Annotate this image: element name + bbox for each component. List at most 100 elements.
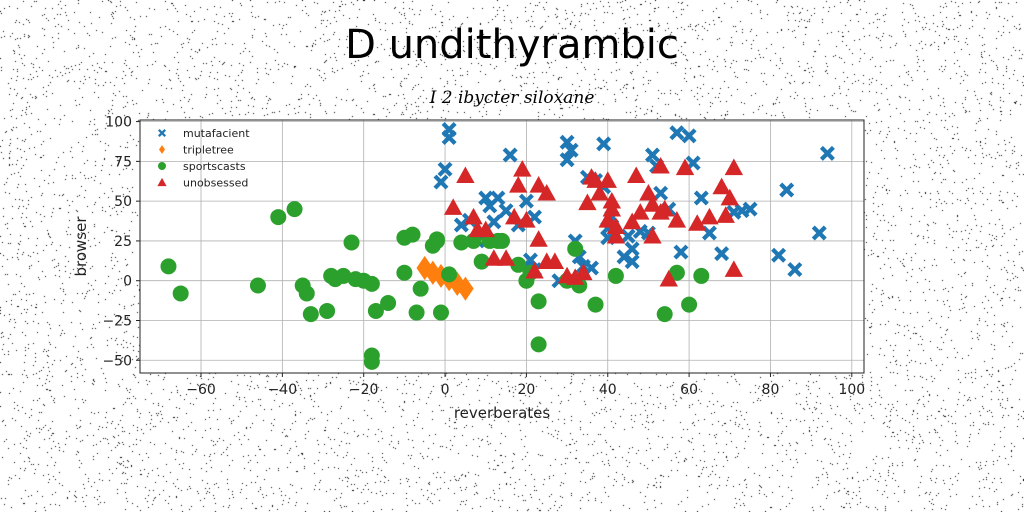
sportscasts-point	[656, 306, 673, 323]
mutafacient-point	[811, 225, 827, 241]
mutafacient-point	[673, 244, 689, 260]
y-axis-label: browser	[72, 216, 90, 277]
x-tick-label: −40	[268, 382, 298, 398]
legend-label-tripletree: tripletree	[183, 144, 234, 157]
sportscasts-point	[335, 267, 352, 284]
sportscasts-point	[302, 306, 319, 323]
x-tick-label: 60	[680, 382, 698, 398]
legend-label-mutafacient: mutafacient	[183, 127, 250, 140]
unobsessed-point	[606, 217, 626, 234]
sportscasts-point	[408, 304, 425, 321]
x-tick-label: −60	[186, 382, 216, 398]
unobsessed-point	[651, 156, 670, 174]
mutafacient-point	[437, 161, 453, 177]
unobsessed-point	[484, 249, 504, 266]
unobsessed-point	[602, 199, 622, 217]
sportscasts-point	[396, 264, 413, 281]
unobsessed-point	[496, 249, 516, 266]
unobsessed-point	[675, 158, 695, 176]
mutafacient-point	[559, 134, 575, 150]
y-tick-label: −25	[102, 313, 132, 329]
unobsessed-point	[529, 230, 548, 247]
sportscasts-point	[298, 285, 315, 302]
unobsessed-point	[712, 177, 731, 195]
mutafacient-point	[518, 193, 534, 209]
mutafacient-point	[653, 185, 669, 201]
sportscasts-point	[428, 231, 445, 248]
unobsessed-point	[606, 226, 626, 244]
mutafacient-point	[779, 182, 795, 198]
mutafacient-point	[645, 147, 660, 163]
series-unobsessed	[443, 156, 744, 287]
unobsessed-point	[700, 207, 719, 225]
mutafacient-point	[681, 128, 697, 144]
y-tick-label: −50	[102, 353, 132, 369]
y-tick-label: 0	[123, 274, 132, 290]
unobsessed-point	[720, 188, 739, 206]
sportscasts-point	[363, 353, 380, 370]
data-marks	[160, 122, 835, 370]
unobsessed-point	[456, 166, 475, 184]
sportscasts-point	[530, 336, 547, 353]
tripletree-point	[432, 263, 450, 289]
legend-label-unobsessed: unobsessed	[183, 177, 248, 190]
legend-marker-tripletree	[159, 145, 165, 154]
sportscasts-point	[380, 294, 397, 311]
unobsessed-point	[688, 214, 707, 231]
unobsessed-point	[509, 176, 528, 193]
unobsessed-point	[529, 176, 548, 193]
unobsessed-point	[643, 195, 662, 212]
unobsessed-point	[667, 211, 687, 228]
x-tick-label: 40	[599, 382, 617, 398]
mutafacient-point	[624, 254, 640, 270]
legend-marker-mutafacient	[158, 129, 166, 137]
chart-title: D undithyrambic	[345, 22, 679, 68]
sportscasts-point	[404, 226, 421, 243]
sportscasts-point	[453, 234, 470, 251]
mutafacient-point	[771, 247, 787, 263]
tripletree-point	[457, 276, 474, 301]
mutafacient-point	[669, 125, 685, 141]
sportscasts-point	[693, 267, 710, 284]
unobsessed-point	[622, 212, 642, 230]
unobsessed-point	[716, 206, 735, 223]
unobsessed-point	[598, 171, 617, 188]
x-tick-label: 80	[762, 382, 780, 398]
unobsessed-point	[464, 207, 483, 225]
unobsessed-point	[574, 263, 593, 281]
unobsessed-point	[578, 193, 597, 211]
unobsessed-point	[643, 226, 662, 244]
unobsessed-point	[586, 171, 605, 188]
sportscasts-point	[343, 234, 360, 251]
sportscasts-point	[270, 209, 287, 226]
mutafacient-point	[563, 142, 579, 158]
unobsessed-point	[631, 203, 650, 220]
y-tick-label: 25	[114, 234, 132, 250]
mutafacient-point	[819, 145, 835, 161]
unobsessed-point	[566, 268, 585, 285]
unobsessed-point	[505, 207, 524, 225]
unobsessed-point	[537, 183, 556, 201]
unobsessed-point	[525, 261, 544, 279]
sportscasts-point	[412, 280, 429, 297]
unobsessed-point	[443, 198, 463, 215]
mutafacient-point	[502, 147, 518, 163]
tick-labels: −60 −40 −20 0 20 40 60 80 100 100 75 50 25 0 −25 −50	[102, 115, 865, 398]
mutafacient-point	[441, 130, 457, 145]
x-tick-label: −20	[349, 382, 379, 398]
sportscasts-point	[432, 304, 449, 321]
mutafacient-point	[714, 246, 730, 262]
unobsessed-point	[476, 220, 495, 238]
sportscasts-point	[160, 258, 177, 275]
x-axis-label: reverberates	[454, 404, 551, 422]
sportscasts-point	[567, 240, 584, 257]
x-tick-label: 20	[517, 382, 535, 398]
legend-marker-unobsessed	[157, 177, 167, 187]
mutafacient-point	[742, 201, 758, 217]
chart-subtitle: I 2 ibycter siloxane	[429, 88, 595, 108]
mutafacient-point	[787, 262, 803, 278]
mutafacient-point	[486, 214, 502, 230]
mutafacient-point	[490, 190, 506, 206]
sportscasts-point	[172, 285, 189, 302]
